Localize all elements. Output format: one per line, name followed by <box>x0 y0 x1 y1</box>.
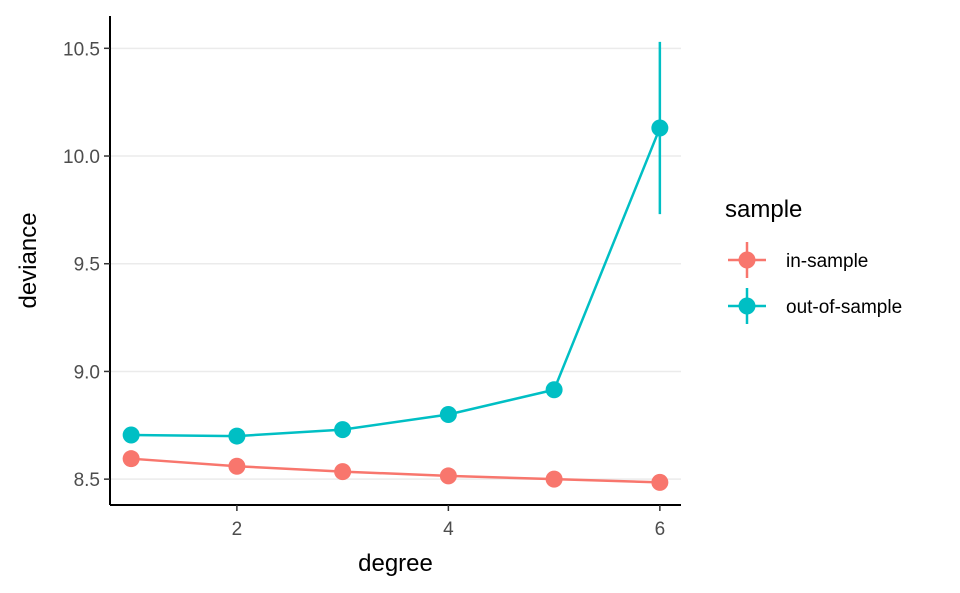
data-point-out-of-sample-0 <box>122 426 140 444</box>
x-tick-label-2: 6 <box>655 519 666 540</box>
legend-key-point <box>738 251 756 269</box>
data-point-in-sample-2 <box>334 463 352 481</box>
series-out-of-sample <box>122 41 669 445</box>
data-point-in-sample-0 <box>122 450 140 468</box>
y-tick-label-4: 10.5 <box>63 39 100 60</box>
data-point-in-sample-1 <box>228 457 246 475</box>
x-tick-label-1: 4 <box>443 519 454 540</box>
x-axis-title: degree <box>358 550 433 577</box>
y-axis-title: deviance <box>15 212 42 308</box>
data-point-out-of-sample-1 <box>228 427 246 445</box>
grid-lines <box>110 47 681 480</box>
legend-item-in-sample: in-sample <box>728 242 868 278</box>
legend-title: sample <box>725 196 802 223</box>
legend-label: in-sample <box>786 251 868 272</box>
legend: sample in-sample out-of-sample <box>725 196 902 324</box>
data-point-in-sample-4 <box>545 470 563 488</box>
y-tick-label-0: 8.5 <box>74 470 100 491</box>
y-axis-ticks: 8.5 9.0 9.5 10.0 10.5 <box>63 39 110 491</box>
y-tick-label-3: 10.0 <box>63 147 100 168</box>
series-line-in-sample <box>131 457 660 484</box>
y-tick-label-2: 9.5 <box>74 255 100 276</box>
legend-item-out-of-sample: out-of-sample <box>728 288 902 324</box>
data-point-in-sample-3 <box>439 467 457 485</box>
data-point-in-sample-5 <box>651 473 669 491</box>
data-point-out-of-sample-4 <box>545 381 563 399</box>
x-axis-ticks: 2 4 6 <box>232 505 666 540</box>
y-tick-label-1: 9.0 <box>74 362 100 383</box>
legend-key-point <box>738 297 756 315</box>
x-tick-label-0: 2 <box>232 519 243 540</box>
series-line-out-of-sample <box>131 127 662 438</box>
data-point-out-of-sample-5 <box>651 119 669 137</box>
legend-label: out-of-sample <box>786 297 902 318</box>
series-layer <box>122 41 669 491</box>
data-point-out-of-sample-3 <box>439 406 457 424</box>
series-in-sample <box>122 450 669 491</box>
data-point-out-of-sample-2 <box>334 421 352 439</box>
legend-items: in-sample out-of-sample <box>728 242 902 324</box>
